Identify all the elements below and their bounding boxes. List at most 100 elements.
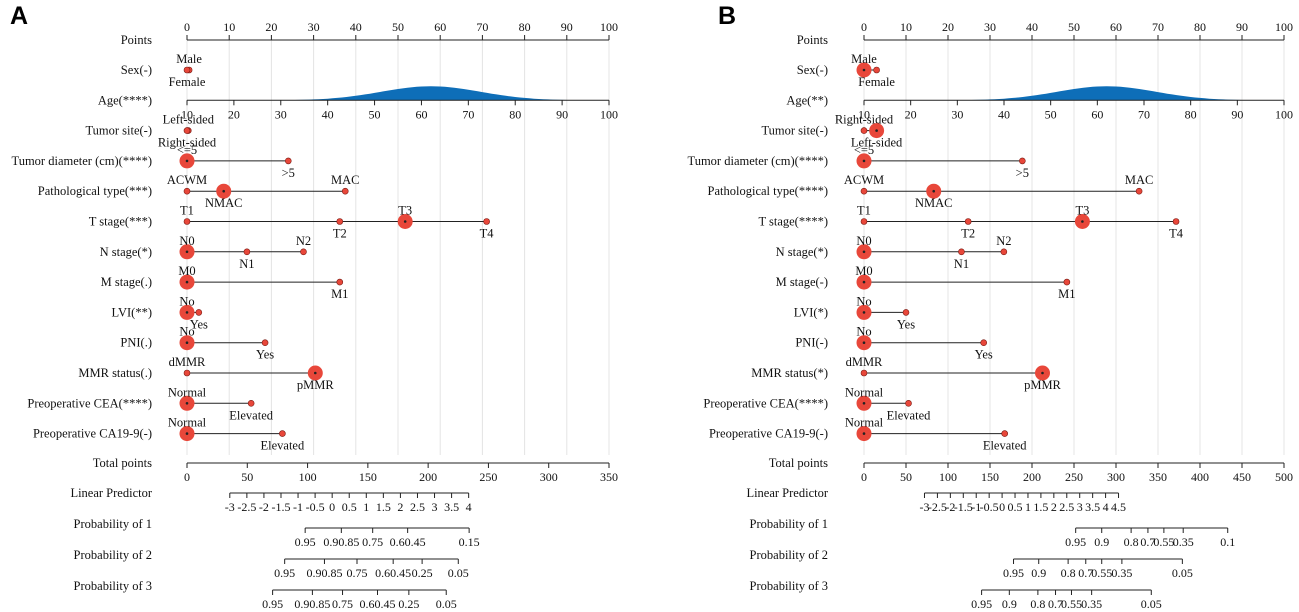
category-label: N2 [996,234,1011,248]
category-label: ACWM [167,173,207,187]
category-marker [183,369,191,377]
category-center-dot [222,189,226,193]
age-tick-label: 70 [1138,107,1150,121]
variable-label: T stage(****) [758,215,828,229]
age-tick-label: 20 [905,107,917,121]
variable-label: Tumor diameter (cm)(****) [688,154,828,168]
category-marker [336,278,344,286]
total-points-tick-label: 200 [419,470,437,484]
probability-tick-label: 0.15 [459,535,480,549]
category-center-dot [185,250,189,254]
variable-label: Age(****) [98,93,152,107]
category-label: No [856,294,871,308]
age-tick-label: 70 [462,107,474,121]
category-label: T4 [480,227,495,241]
points-tick-label: 80 [519,20,531,34]
age-tick-label: 30 [275,107,287,121]
total-points-tick-label: 0 [861,470,867,484]
category-label: Normal [168,416,207,430]
category-label: Elevated [887,408,931,422]
probability-tick-label: 0.55 [1153,535,1174,549]
total-points-tick-label: 300 [540,470,558,484]
linear-predictor-label: Linear Predictor [70,486,152,500]
variable-label: PNI(.) [120,336,152,350]
category-label: N0 [179,234,194,248]
category-label: pMMR [297,378,334,392]
points-tick-label: 70 [1152,20,1164,34]
age-tick-label: 100 [600,107,618,121]
category-marker [247,399,255,407]
category-marker [284,157,292,165]
probability-tick-label: 0.7 [1078,566,1093,580]
linear-predictor-tick-label: -1 [293,500,303,514]
variable-label: M stage(.) [101,275,152,289]
category-label: Normal [845,385,884,399]
category-label: Left-sided [851,136,903,150]
probability-tick-label: 0.60.45 [375,566,411,580]
points-tick-label: 20 [942,20,954,34]
category-label: N0 [856,234,871,248]
probability-label: Probability of 1 [750,517,828,531]
category-label: N2 [296,234,311,248]
variable-label: Preoperative CA19-9(-) [33,427,152,441]
points-tick-label: 90 [561,20,573,34]
category-marker [183,127,191,134]
category-marker [261,339,269,347]
probability-tick-label: 0.95 [1003,566,1024,580]
total-points-tick-label: 300 [1107,470,1125,484]
age-density [864,86,1284,101]
category-label: >5 [282,166,295,180]
category-marker [300,248,307,256]
linear-predictor-tick-label: 0.5 [1008,500,1023,514]
points-label: Points [121,33,152,47]
total-points-tick-label: 350 [1149,470,1167,484]
linear-predictor-label: Linear Predictor [746,486,828,500]
category-label: Elevated [983,439,1027,453]
probability-label: Probability of 1 [74,517,152,531]
probability-tick-label: 0.35 [1111,566,1132,580]
linear-predictor-tick-label: -2.5 [928,500,947,514]
probability-tick-label: 0.90.85 [306,566,342,580]
category-center-dot [313,371,317,375]
category-label: M0 [178,264,195,278]
total-points-tick-label: 450 [1233,470,1251,484]
points-tick-label: 40 [350,20,362,34]
linear-predictor-tick-label: -2.5 [237,500,256,514]
category-label: No [856,325,871,339]
variable-label: LVI(**) [111,305,152,319]
total-points-tick-label: 400 [1191,470,1209,484]
probability-tick-label: 0.35 [1173,535,1194,549]
age-tick-label: 40 [998,107,1010,121]
variable-label: Tumor diameter (cm)(****) [12,154,152,168]
probability-tick-label: 0.25 [398,597,419,611]
linear-predictor-tick-label: 1 [363,500,369,514]
probability-tick-label: 0.05 [448,566,469,580]
probability-tick-label: 0.9 [1031,566,1046,580]
linear-predictor-tick-label: 0 [999,500,1005,514]
age-tick-label: 60 [1091,107,1103,121]
probability-tick-label: 0.25 [412,566,433,580]
probability-label: Probability of 2 [74,548,152,562]
category-center-dot [185,402,189,405]
linear-predictor-tick-label: 4 [466,500,472,514]
panel-letter: B [718,2,736,30]
age-tick-label: 30 [951,107,963,121]
age-tick-label: 20 [228,107,240,121]
linear-predictor-tick-label: 3.5 [1085,500,1100,514]
linear-predictor-tick-label: 1.5 [376,500,391,514]
total-points-label: Total points [769,456,828,470]
category-label: dMMR [169,355,206,369]
age-tick-label: 60 [415,107,427,121]
category-label: NMAC [205,196,243,210]
probability-label: Probability of 3 [750,579,828,593]
category-center-dot [862,311,866,314]
age-tick-label: 50 [1045,107,1057,121]
variable-label: PNI(-) [795,336,828,350]
linear-predictor-tick-label: 1.5 [1033,500,1048,514]
variable-label: Age(**) [786,93,828,107]
probability-tick-label: 0.95 [971,597,992,611]
category-center-dot [932,189,936,193]
points-tick-label: 60 [434,20,446,34]
